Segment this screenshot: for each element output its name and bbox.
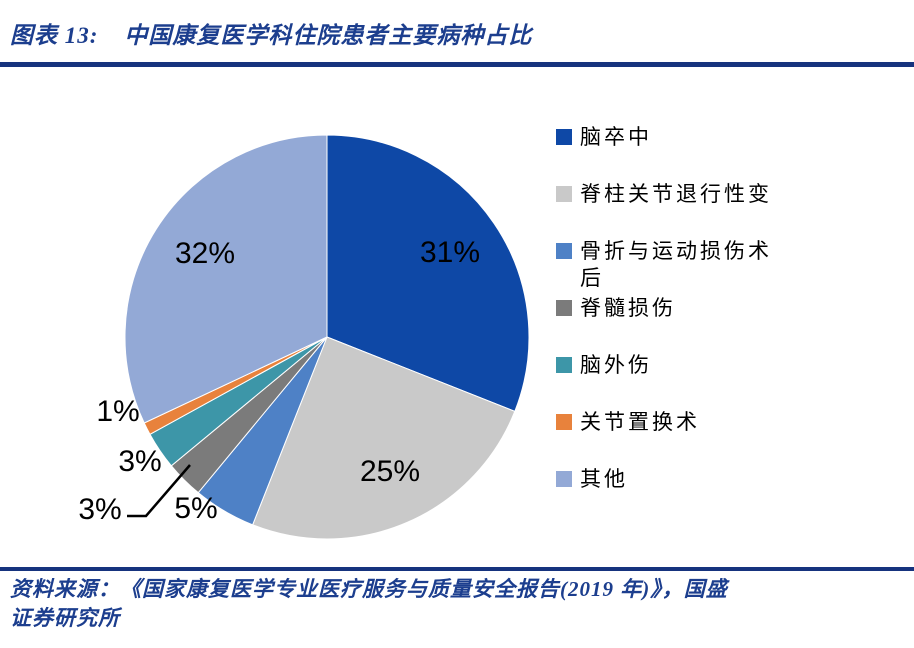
legend-swatch-icon: [556, 186, 572, 202]
slice-label-脑外伤: 3%: [118, 445, 161, 478]
figure-header: 图表 13: 中国康复医学科住院患者主要病种占比: [10, 16, 904, 50]
slice-label-其他: 32%: [175, 237, 235, 270]
legend-swatch-icon: [556, 129, 572, 145]
legend-item-脑外伤: 脑外伤: [556, 352, 906, 409]
legend-label: 脊髓损伤: [580, 297, 676, 320]
pie-chart-area: 31% 25% 5% 3% 3% 1% 32%: [0, 70, 560, 570]
pie-slice-其他: [124, 134, 328, 424]
pie-slice-脊柱关节退行性变: [251, 336, 516, 540]
figure-number: 图表 13:: [10, 23, 99, 48]
slice-label-骨折与运动损伤术后: 5%: [174, 492, 217, 525]
legend-item-脊髓损伤: 脊髓损伤: [556, 295, 906, 352]
figure-title: 中国康复医学科住院患者主要病种占比: [124, 23, 533, 48]
legend-swatch-icon: [556, 300, 572, 316]
leader-line-脊髓损伤: [127, 464, 191, 518]
slice-label-脑卒中: 31%: [420, 236, 480, 269]
legend-swatch-icon: [556, 243, 572, 259]
header-divider: [0, 62, 914, 67]
legend-item-关节置换术: 关节置换术: [556, 409, 906, 466]
legend-item-脊柱关节退行性变: 脊柱关节退行性变: [556, 181, 906, 238]
slice-label-脊柱关节退行性变: 25%: [360, 455, 420, 488]
slice-label-关节置换术: 1%: [96, 395, 139, 428]
legend-label: 脊柱关节退行性变: [580, 183, 772, 206]
legend-swatch-icon: [556, 414, 572, 430]
chart-legend: 脑卒中脊柱关节退行性变骨折与运动损伤术后脊髓损伤脑外伤关节置换术其他: [556, 124, 906, 523]
legend-swatch-icon: [556, 471, 572, 487]
legend-item-其他: 其他: [556, 466, 906, 523]
slice-label-脊髓损伤: 3%: [78, 493, 121, 526]
legend-label: 其他: [580, 468, 628, 491]
legend-label: 脑卒中: [580, 126, 652, 149]
pie-slice-脑卒中: [326, 134, 530, 413]
legend-label: 关节置换术: [580, 411, 700, 434]
pie-chart: 31% 25% 5% 3% 3% 1% 32%: [78, 134, 530, 540]
source-note: 资料来源：《国家康复医学专业医疗服务与质量安全报告(2019 年)》，国盛 证券…: [10, 575, 904, 633]
source-line-2: 证券研究所: [10, 606, 120, 630]
legend-label: 骨折与运动损伤术后: [580, 240, 772, 290]
footer-divider: [0, 567, 914, 571]
source-line-1: 资料来源：《国家康复医学专业医疗服务与质量安全报告(2019 年)》，国盛: [10, 577, 728, 601]
legend-item-骨折与运动损伤术后: 骨折与运动损伤术后: [556, 238, 906, 295]
legend-item-脑卒中: 脑卒中: [556, 124, 906, 181]
legend-swatch-icon: [556, 357, 572, 373]
legend-label: 脑外伤: [580, 354, 652, 377]
